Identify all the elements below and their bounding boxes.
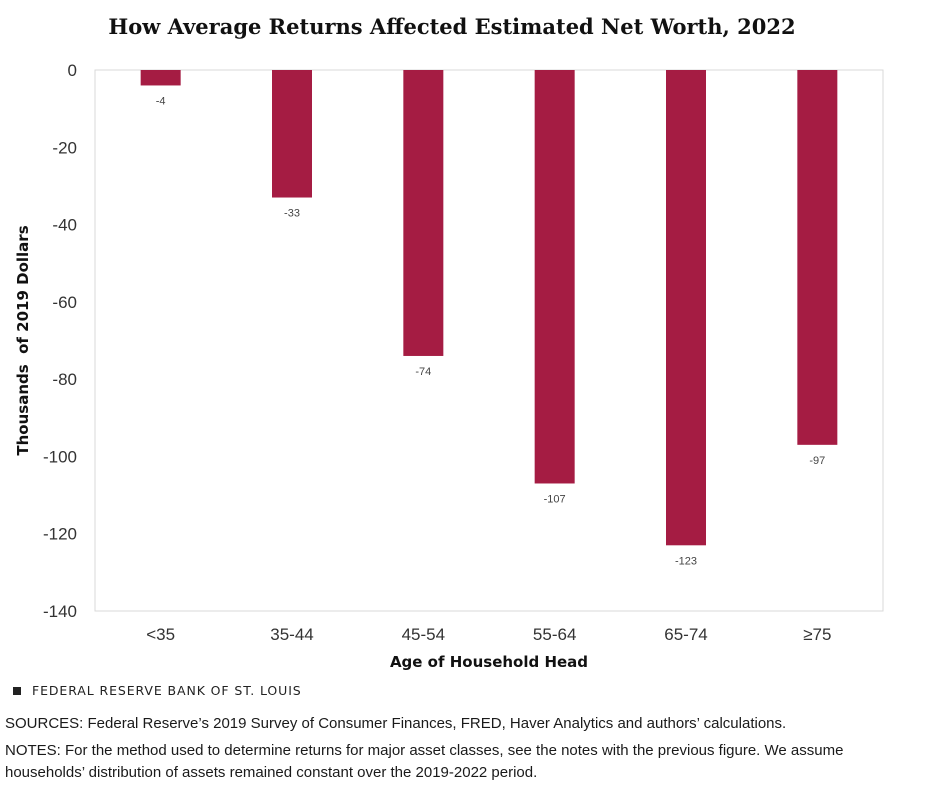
notes-note: NOTES: For the method used to determine … <box>5 742 844 781</box>
bar <box>140 70 181 86</box>
bars: -4 -33 -74 -107 -123 -97 <box>140 70 838 567</box>
y-tick-label: -120 <box>43 525 77 544</box>
y-tick-label: -20 <box>52 138 77 157</box>
x-tick-label: 35-44 <box>270 625 313 644</box>
square-bullet-icon <box>13 686 21 695</box>
bar-value-label: -74 <box>415 366 431 378</box>
bar-value-label: -4 <box>156 95 166 107</box>
y-tick-label: -140 <box>43 602 77 621</box>
chart-title: How Average Returns Affected Estimated N… <box>108 14 796 39</box>
bar-value-label: -123 <box>675 555 697 567</box>
x-tick-label: 55-64 <box>533 625 576 644</box>
bar-value-label: -33 <box>284 208 300 220</box>
y-tick-label: -60 <box>52 293 77 312</box>
bar <box>534 70 575 484</box>
bar <box>797 70 838 445</box>
bar <box>272 70 312 198</box>
y-tick-label: -40 <box>52 216 77 235</box>
x-axis-title: Age of Household Head <box>390 653 588 671</box>
x-tick-label: <35 <box>146 625 175 644</box>
bar-chart: 0 -20 -40 -60 -80 -100 -120 -140 -4 -33 -74 -107 -1… <box>14 61 884 671</box>
y-axis-title: Thousands of 2019 Dollars <box>14 225 32 455</box>
y-tick-label: -100 <box>43 447 77 466</box>
source-organization-label: FEDERAL RESERVE BANK OF ST. LOUIS <box>32 683 302 698</box>
bar <box>403 70 444 356</box>
x-tick-label: 65-74 <box>664 625 707 644</box>
bar <box>666 70 706 546</box>
y-tick-label: 0 <box>68 61 77 80</box>
y-axis: 0 -20 -40 -60 -80 -100 -120 -140 <box>43 61 77 621</box>
x-tick-label: ≥75 <box>803 625 831 644</box>
source-organization: FEDERAL RESERVE BANK OF ST. LOUIS <box>13 683 302 698</box>
x-axis: <35 35-44 45-54 55-64 65-74 ≥75 <box>146 625 831 644</box>
bar-value-label: -107 <box>544 493 566 505</box>
bar-value-label: -97 <box>809 455 825 467</box>
plot-area-frame <box>94 69 884 612</box>
y-tick-label: -80 <box>52 370 77 389</box>
sources-note: SOURCES: Federal Reserve’s 2019 Survey o… <box>5 715 787 732</box>
x-tick-label: 45-54 <box>402 625 445 644</box>
